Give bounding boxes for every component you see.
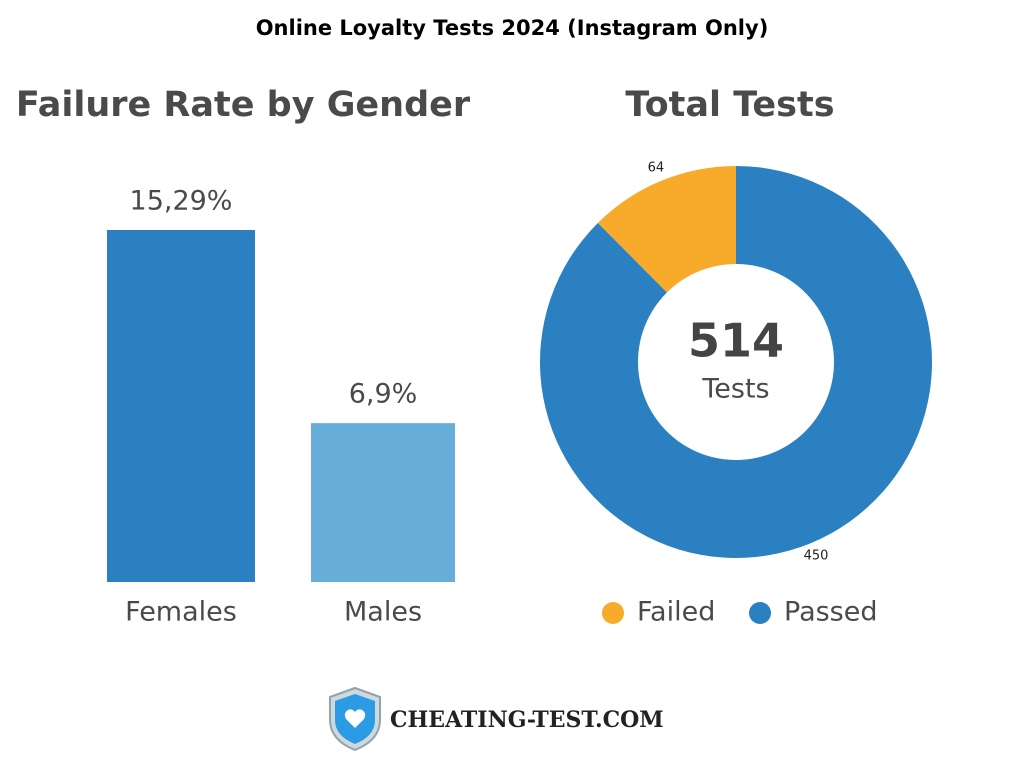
chart-title: Failure Rate by Gender xyxy=(16,85,471,125)
category-label: Females xyxy=(125,597,237,628)
center-value: 514 xyxy=(688,314,784,368)
legend-marker xyxy=(749,602,771,624)
data-label: 64 xyxy=(648,160,665,175)
donut-segment xyxy=(597,166,736,293)
bar xyxy=(107,230,255,582)
page-title: Online Loyalty Tests 2024 (Instagram Onl… xyxy=(256,16,769,40)
category-label: Males xyxy=(344,597,422,628)
value-label: 6,9% xyxy=(349,379,418,410)
chart-title: Total Tests xyxy=(625,85,834,125)
donut-segment xyxy=(539,166,932,558)
legend-label: Failed xyxy=(637,597,715,628)
bar xyxy=(311,423,455,582)
center-label: Tests xyxy=(701,374,769,405)
legend-label: Passed xyxy=(784,597,878,628)
brand: CHEATING-TEST.COM xyxy=(390,707,664,733)
legend-marker xyxy=(602,602,624,624)
logo xyxy=(329,686,381,752)
data-label: 450 xyxy=(804,549,829,564)
value-label: 15,29% xyxy=(130,186,233,217)
